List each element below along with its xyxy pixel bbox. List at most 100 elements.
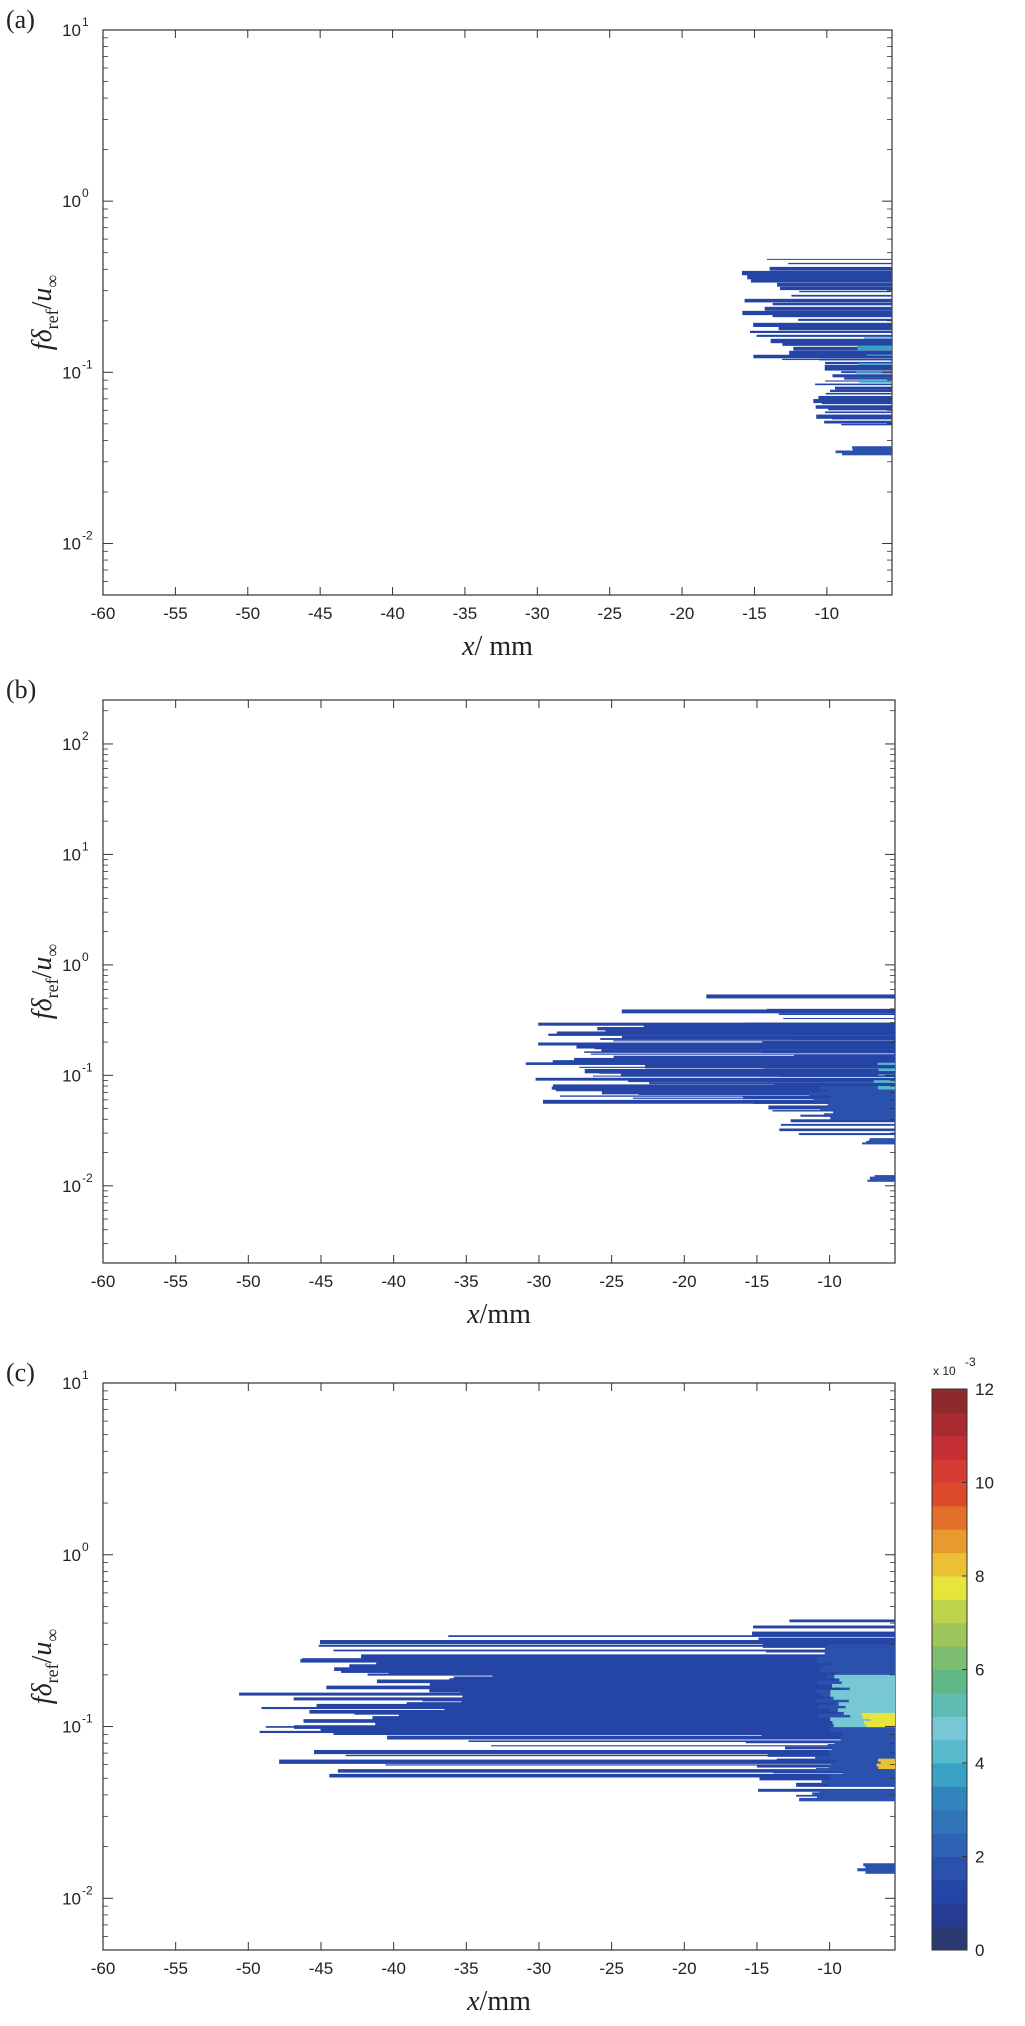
data-streak <box>766 258 892 260</box>
data-streak <box>279 1759 895 1764</box>
x-tick-label: -15 <box>745 1959 770 1978</box>
data-streak <box>864 337 892 339</box>
x-tick-label: -10 <box>817 1272 842 1291</box>
data-streak <box>774 1082 895 1087</box>
data-streak <box>819 1668 895 1673</box>
data-streak <box>830 1717 895 1722</box>
y-axis-label-slash: / <box>27 970 58 978</box>
data-streak <box>821 402 892 405</box>
data-streak <box>816 1656 895 1661</box>
y-axis-label-delta: δ <box>27 1682 58 1696</box>
y-axis-label-f: f <box>27 1693 58 1704</box>
colorbar-swatch <box>932 1412 967 1437</box>
data-streak <box>743 1096 895 1100</box>
y-axis-label-u: u <box>27 1642 58 1656</box>
y-axis-label: fδref/u∞ <box>27 1629 62 1705</box>
x-tick-label: -20 <box>670 604 695 623</box>
y-tick-exponent: -1 <box>82 357 93 371</box>
y-axis-label-u: u <box>27 288 58 302</box>
x-tick-label: -55 <box>163 1272 188 1291</box>
data-streak <box>828 408 892 411</box>
data-streak <box>827 1104 895 1108</box>
y-tick-label: 10 <box>62 845 81 864</box>
data-streak <box>303 1719 896 1723</box>
data-streak <box>597 1027 895 1031</box>
data-streak <box>817 1659 895 1664</box>
data-streak <box>866 1723 895 1728</box>
data-streak <box>799 1797 895 1802</box>
data-streak <box>773 1770 895 1774</box>
data-streak <box>750 1027 895 1030</box>
data-streak <box>873 1080 895 1083</box>
data-streak <box>862 1715 895 1719</box>
data-streak <box>620 1073 895 1077</box>
data-streak <box>865 1870 895 1874</box>
y-tick-label: 10 <box>62 735 81 754</box>
colorbar-tick-label: 6 <box>975 1661 984 1680</box>
data-streak <box>833 1662 895 1667</box>
data-streak <box>772 302 892 306</box>
data-streak <box>878 1758 895 1762</box>
data-streak <box>833 1696 895 1700</box>
data-streak <box>825 1653 895 1658</box>
data-streak <box>574 1057 895 1063</box>
y-tick-exponent: 0 <box>82 950 89 964</box>
colorbar-tick-label: 4 <box>975 1754 984 1773</box>
data-streak <box>789 1619 895 1623</box>
colorbar-tick-label: 10 <box>975 1474 994 1493</box>
colorbar-swatch <box>932 1926 967 1951</box>
data-streak <box>844 377 892 380</box>
data-streak <box>444 1706 895 1711</box>
y-tick-exponent: -1 <box>82 1060 93 1074</box>
data-streak <box>825 380 892 382</box>
data-streak <box>468 1740 895 1742</box>
colorbar-swatch <box>932 1435 967 1460</box>
data-streak <box>769 266 892 271</box>
data-streak <box>376 1679 895 1684</box>
data-streak <box>334 1667 895 1671</box>
data-streak <box>333 1649 895 1652</box>
x-tick-label: -60 <box>91 1959 116 1978</box>
data-streak <box>837 1758 895 1763</box>
data-streak <box>750 330 892 333</box>
data-streak <box>780 1123 895 1126</box>
data-streak <box>753 1625 895 1629</box>
data-streak <box>829 1752 895 1757</box>
data-streak <box>866 1140 895 1143</box>
data-streak <box>775 1045 895 1050</box>
data-streak <box>798 1133 895 1136</box>
panel-label: (a) <box>6 5 35 34</box>
y-tick-label: 10 <box>62 534 81 553</box>
data-streak <box>837 1708 895 1712</box>
data-streak <box>862 1142 895 1145</box>
data-streak <box>372 1716 895 1720</box>
data-streak <box>819 1789 895 1793</box>
data-streak <box>779 286 892 291</box>
x-tick-label: -55 <box>163 1959 188 1978</box>
data-streak <box>834 1740 895 1745</box>
data-streak <box>756 334 892 337</box>
data-streak <box>818 395 892 400</box>
data-streak <box>830 1725 895 1730</box>
data-streak <box>744 298 892 303</box>
plot-area <box>525 994 895 1182</box>
data-streak <box>585 1665 895 1669</box>
data-streak <box>830 1693 895 1697</box>
data-streak <box>830 1095 895 1099</box>
y-tick-label: 10 <box>62 363 81 382</box>
data-streak <box>329 1773 895 1778</box>
data-streak <box>747 274 892 280</box>
data-streak <box>831 1683 895 1688</box>
data-streak <box>841 1680 895 1685</box>
data-streak <box>824 420 892 424</box>
data-streak <box>827 1089 895 1093</box>
data-streak <box>764 306 892 311</box>
x-tick-label: -15 <box>742 604 767 623</box>
data-streak <box>832 1746 895 1751</box>
data-streak <box>867 1179 895 1182</box>
data-streak <box>613 1040 895 1042</box>
data-streak <box>535 1077 895 1081</box>
data-streak <box>761 1734 895 1737</box>
colorbar-swatch <box>932 1389 967 1413</box>
